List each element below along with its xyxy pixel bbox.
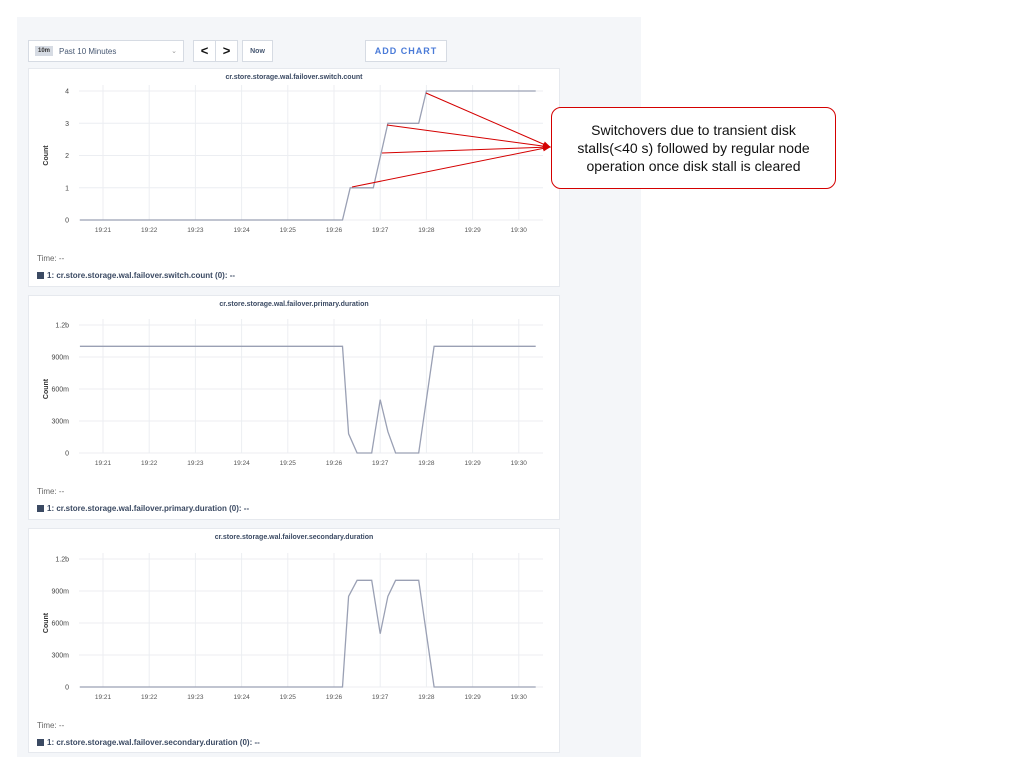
- x-tick-label: 19:29: [464, 227, 481, 234]
- x-tick-label: 19:22: [141, 227, 158, 234]
- chevron-down-icon: ⌄: [171, 48, 177, 55]
- y-tick-label: 1: [65, 185, 69, 192]
- x-tick-label: 19:27: [372, 694, 389, 701]
- legend-label: 1: cr.store.storage.wal.failover.primary…: [47, 504, 250, 513]
- x-tick-label: 19:26: [326, 694, 343, 701]
- y-tick-label: 2: [65, 153, 69, 160]
- y-tick-label: 300m: [51, 653, 69, 660]
- legend-label: 1: cr.store.storage.wal.failover.switch.…: [47, 271, 236, 280]
- x-tick-label: 19:26: [326, 460, 343, 467]
- x-tick-label: 19:24: [233, 694, 250, 701]
- x-tick-label: 19:24: [233, 227, 250, 234]
- x-tick-label: 19:21: [95, 227, 112, 234]
- x-tick-label: 19:23: [187, 460, 204, 467]
- chart-card-switch-count: cr.store.storage.wal.failover.switch.cou…: [28, 68, 560, 287]
- time-nav: < >: [193, 40, 238, 62]
- legend-item[interactable]: 1: cr.store.storage.wal.failover.primary…: [37, 504, 249, 513]
- x-tick-label: 19:22: [141, 460, 158, 467]
- y-tick-label: 4: [65, 89, 69, 96]
- x-tick-label: 19:28: [418, 460, 435, 467]
- x-tick-label: 19:30: [511, 460, 528, 467]
- y-axis-label: Count: [43, 378, 50, 399]
- prev-button[interactable]: <: [194, 41, 216, 61]
- range-badge: 10m: [35, 46, 54, 56]
- y-axis-label: Count: [43, 612, 50, 633]
- series-line: [79, 90, 536, 221]
- x-tick-label: 19:25: [280, 694, 297, 701]
- y-tick-label: 0: [65, 451, 69, 458]
- range-label: Past 10 Minutes: [59, 46, 117, 56]
- time-readout: Time: --: [37, 487, 65, 496]
- time-readout: Time: --: [37, 721, 65, 730]
- y-tick-label: 1.2b: [55, 557, 69, 564]
- x-tick-label: 19:29: [464, 460, 481, 467]
- x-tick-label: 19:21: [95, 460, 112, 467]
- y-tick-label: 900m: [51, 589, 69, 596]
- x-tick-label: 19:29: [464, 694, 481, 701]
- y-tick-label: 0: [65, 685, 69, 692]
- legend-label: 1: cr.store.storage.wal.failover.seconda…: [47, 738, 260, 747]
- arrow: [351, 145, 551, 188]
- x-tick-label: 19:30: [511, 227, 528, 234]
- series-line: [79, 579, 536, 688]
- x-tick-label: 19:26: [326, 227, 343, 234]
- y-tick-label: 300m: [51, 419, 69, 426]
- series-line: [79, 345, 536, 454]
- chart-title: cr.store.storage.wal.failover.primary.du…: [219, 301, 369, 308]
- next-button[interactable]: >: [222, 43, 231, 58]
- chart-plot: 0 300m 600m 900m 1.2b 19:21 19:22 19:23 19:24 19:…: [43, 319, 543, 467]
- annotation-callout: Switchovers due to transient disk stalls…: [551, 107, 836, 189]
- add-chart-button[interactable]: ADD CHART: [365, 40, 447, 62]
- arrow: [386, 124, 551, 150]
- x-tick-label: 19:30: [511, 694, 528, 701]
- x-tick-label: 19:23: [187, 694, 204, 701]
- x-tick-label: 19:21: [95, 694, 112, 701]
- chart-plot: 0 1 2 3 4 19:21 19:22 19:23 19:24 19:25 19:26 19:27…: [43, 85, 543, 234]
- y-tick-label: 600m: [51, 387, 69, 394]
- chart-title: cr.store.storage.wal.failover.secondary.…: [214, 534, 374, 541]
- y-tick-label: 600m: [51, 621, 69, 628]
- now-button[interactable]: Now: [242, 40, 273, 62]
- arrow: [381, 144, 551, 154]
- arrow: [425, 92, 551, 148]
- chart-plot: 0 300m 600m 900m 1.2b 19:21 19:22 19:23 19:24 19:…: [43, 553, 543, 701]
- x-tick-label: 19:28: [418, 694, 435, 701]
- y-tick-label: 1.2b: [55, 323, 69, 330]
- legend-item[interactable]: 1: cr.store.storage.wal.failover.switch.…: [37, 271, 235, 280]
- chart-card-primary-duration: cr.store.storage.wal.failover.primary.du…: [28, 295, 560, 520]
- x-tick-label: 19:23: [187, 227, 204, 234]
- legend-swatch: [37, 272, 44, 279]
- time-readout: Time: --: [37, 254, 65, 263]
- x-tick-label: 19:25: [280, 460, 297, 467]
- legend-item[interactable]: 1: cr.store.storage.wal.failover.seconda…: [37, 738, 260, 747]
- legend-swatch: [37, 505, 44, 512]
- x-tick-label: 19:27: [372, 460, 389, 467]
- chart-title: cr.store.storage.wal.failover.switch.cou…: [225, 74, 363, 81]
- y-tick-label: 900m: [51, 355, 69, 362]
- legend-swatch: [37, 739, 44, 746]
- y-axis-label: Count: [43, 145, 50, 166]
- x-tick-label: 19:22: [141, 694, 158, 701]
- y-tick-label: 0: [65, 218, 69, 225]
- x-tick-label: 19:28: [418, 227, 435, 234]
- x-tick-label: 19:27: [372, 227, 389, 234]
- time-range-select[interactable]: 10m Past 10 Minutes ⌄: [28, 40, 184, 62]
- x-tick-label: 19:25: [280, 227, 297, 234]
- y-tick-label: 3: [65, 121, 69, 128]
- chart-card-secondary-duration: cr.store.storage.wal.failover.secondary.…: [28, 528, 560, 753]
- x-tick-label: 19:24: [233, 460, 250, 467]
